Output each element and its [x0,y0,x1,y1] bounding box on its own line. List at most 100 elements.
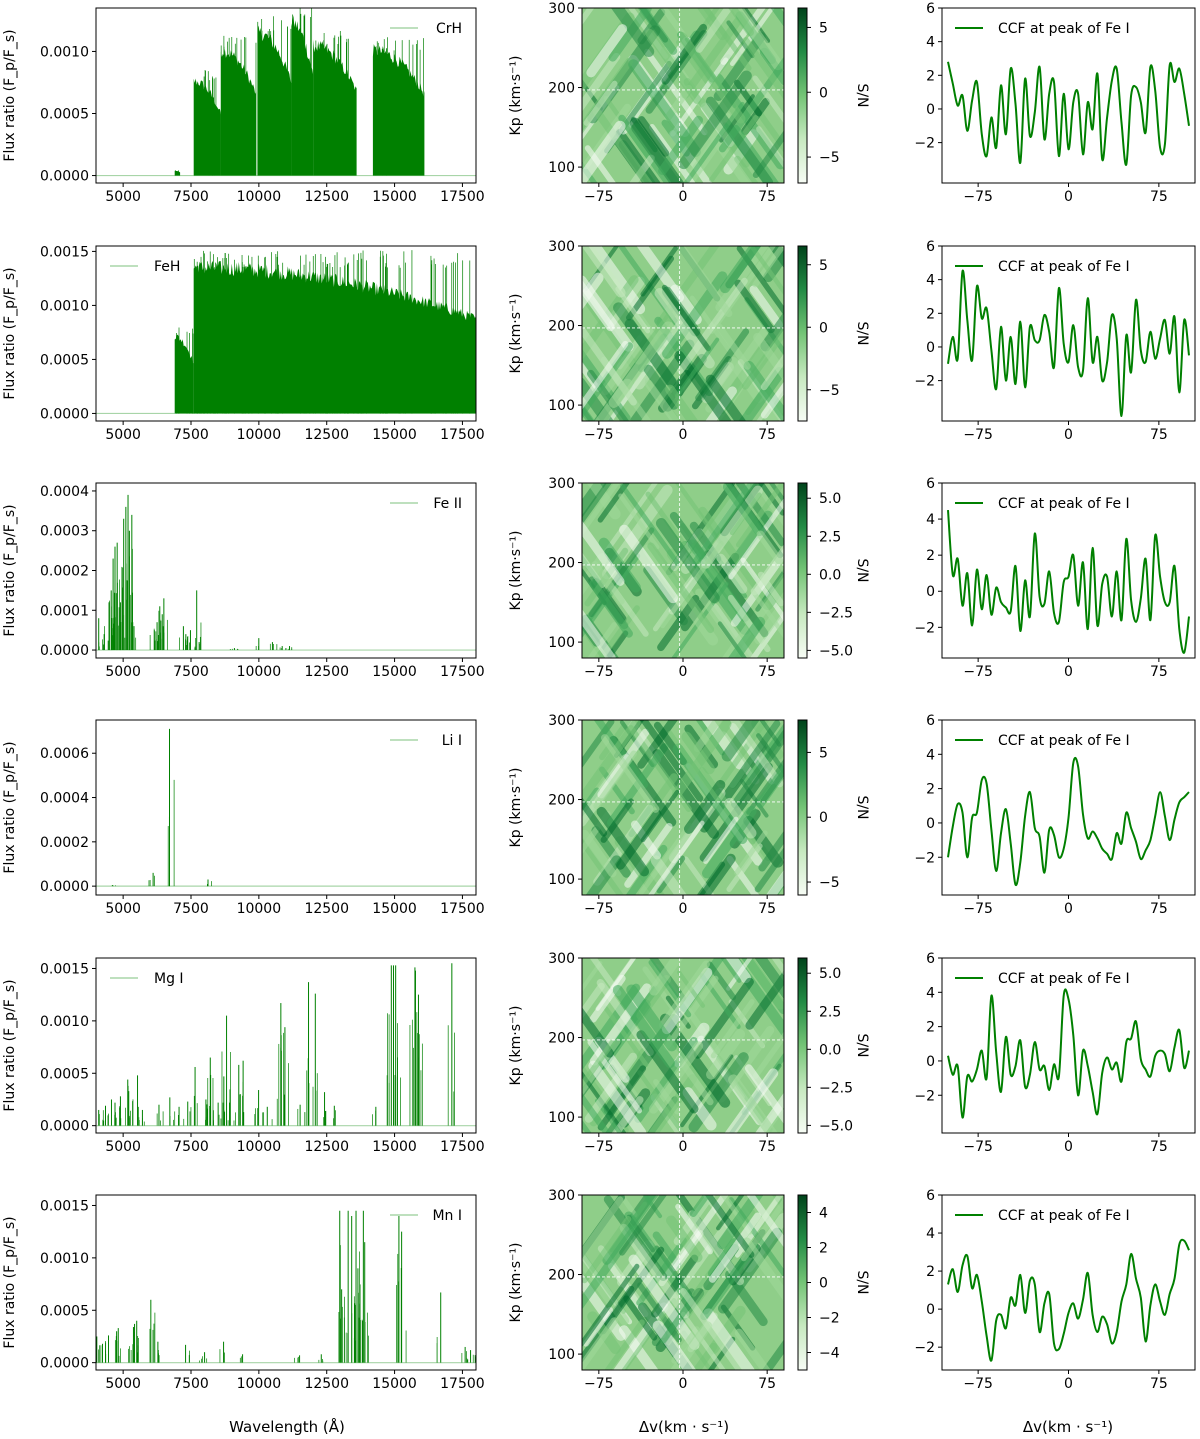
y-tick-label: 200 [548,319,575,335]
kp-map-streak [588,1060,647,1133]
x-tick-label: −75 [963,189,993,205]
kp-map-streak [618,493,660,550]
kp-map-streak [615,286,651,334]
y-tick-label: 200 [548,793,575,809]
kp-map-streak [582,1007,614,1058]
kp-map-streak [676,246,733,318]
colorbar-tick-label: −5.0 [819,1118,853,1134]
y-tick-label: 0.0004 [40,484,89,500]
legend-label: FeH [154,259,180,275]
kp-map-streak [610,8,655,57]
kp-map-streak [660,8,686,38]
kp-map-streak [629,154,655,183]
kp-map-streak [637,8,678,55]
kp-map-streak [717,1025,775,1103]
kp-map-streak [658,960,710,1030]
y-tick-label: 0 [926,1054,935,1070]
colorbar-tick-label: 5.0 [819,491,841,507]
kp-map-streak [674,337,720,399]
kp-map-streak [705,374,747,421]
x-tick-label: 7500 [173,1376,209,1392]
kp-map-streak [755,568,784,612]
kp-map-streak [595,958,637,1011]
kp-map-streak [754,958,784,999]
legend-label: Li I [442,733,462,749]
kp-map-streak [589,579,633,638]
kp-map-streak [582,120,626,183]
kp-map-panel: −75 0 75 100 200 300 Kp (km·s⁻¹) 5.0 2.5 0.0 −2.5 −… [508,476,870,680]
colorbar [797,957,808,1134]
kp-map-streak [624,822,673,888]
y-tick-label: 0.0004 [40,791,89,807]
kp-map-streak [729,720,784,788]
y-tick-label: 100 [548,1347,575,1363]
ccf-line [947,269,1190,418]
kp-map-streak [752,130,784,179]
kp-map-streak [729,8,775,66]
kp-map-streak [675,1054,714,1106]
kp-map-streak [757,1195,784,1226]
legend-label: CCF at peak of Fe I [998,496,1130,512]
kp-map-image [582,958,784,1133]
kp-map-streak [582,483,612,525]
kp-map-streak [601,734,660,813]
x-tick-label: −75 [963,1376,993,1392]
x-tick-label: 15000 [372,427,417,443]
kp-map-image [582,483,784,658]
y-tick-label: 300 [548,951,575,967]
x-tick-label: 12500 [304,189,349,205]
kp-map-streak [726,20,755,59]
y-tick-label: 2 [926,1020,935,1036]
kp-map-streak [643,364,679,410]
spectrum-panel: 5000 7500 10000 12500 15000 17500 0.0000 0.0005… [2,1194,485,1392]
x-tick-label: 75 [758,664,776,680]
y-axis-label-flux: Flux ratio (F_p/F_s) [2,1216,18,1348]
y-tick-label: 0.0005 [40,1303,89,1319]
kp-map-streak [582,52,621,112]
y-tick-label: 100 [548,1110,575,1126]
kp-map-image [582,1195,784,1370]
kp-map-streak [703,1308,755,1370]
y-tick-label: 0.0005 [40,106,89,122]
kp-map-streak [715,323,751,370]
y-tick-label: 0.0015 [40,244,89,260]
kp-map-streak [742,1237,784,1302]
kp-map-streak [760,381,784,419]
x-tick-label: 10000 [237,901,282,917]
y-tick-label: 300 [548,239,575,255]
x-tick-label: 12500 [304,1139,349,1155]
y-tick-label: 4 [926,1226,935,1242]
kp-map-streak [582,483,621,537]
x-tick-label: 10000 [237,1139,282,1155]
kp-map-streak [582,1092,612,1133]
x-tick-label: 15000 [372,901,417,917]
kp-map-streak [604,1319,645,1370]
x-tick-label: 0 [1064,1139,1073,1155]
kp-map-streak [766,869,784,895]
colorbar-label: S/N [854,321,870,345]
y-tick-label: 0 [926,816,935,832]
kp-map-image [582,8,784,183]
x-tick-label: 17500 [440,1139,485,1155]
x-tick-label: −75 [963,664,993,680]
kp-map-streak [644,379,681,421]
kp-map-streak [616,809,662,870]
y-tick-label: 2 [926,68,935,84]
kp-map-streak [742,37,784,100]
kp-map-streak [752,1031,784,1079]
x-tick-label: 0 [1064,1376,1073,1392]
y-tick-label: 6 [926,476,935,492]
kp-map-streak [612,984,676,1069]
x-tick-label: 17500 [440,901,485,917]
y-tick-label: 0.0015 [40,961,89,977]
kp-map-streak [648,958,684,996]
kp-map-streak [636,246,685,303]
x-tick-label: 7500 [173,427,209,443]
spectrum-band [372,44,425,176]
kp-map-streak [582,246,626,298]
x-axis-label-dv-ccf: Δv(km · s⁻¹) [1023,1418,1113,1436]
y-tick-label: 4 [926,985,935,1001]
kp-map-streak [674,350,732,421]
y-tick-label: 300 [548,476,575,492]
